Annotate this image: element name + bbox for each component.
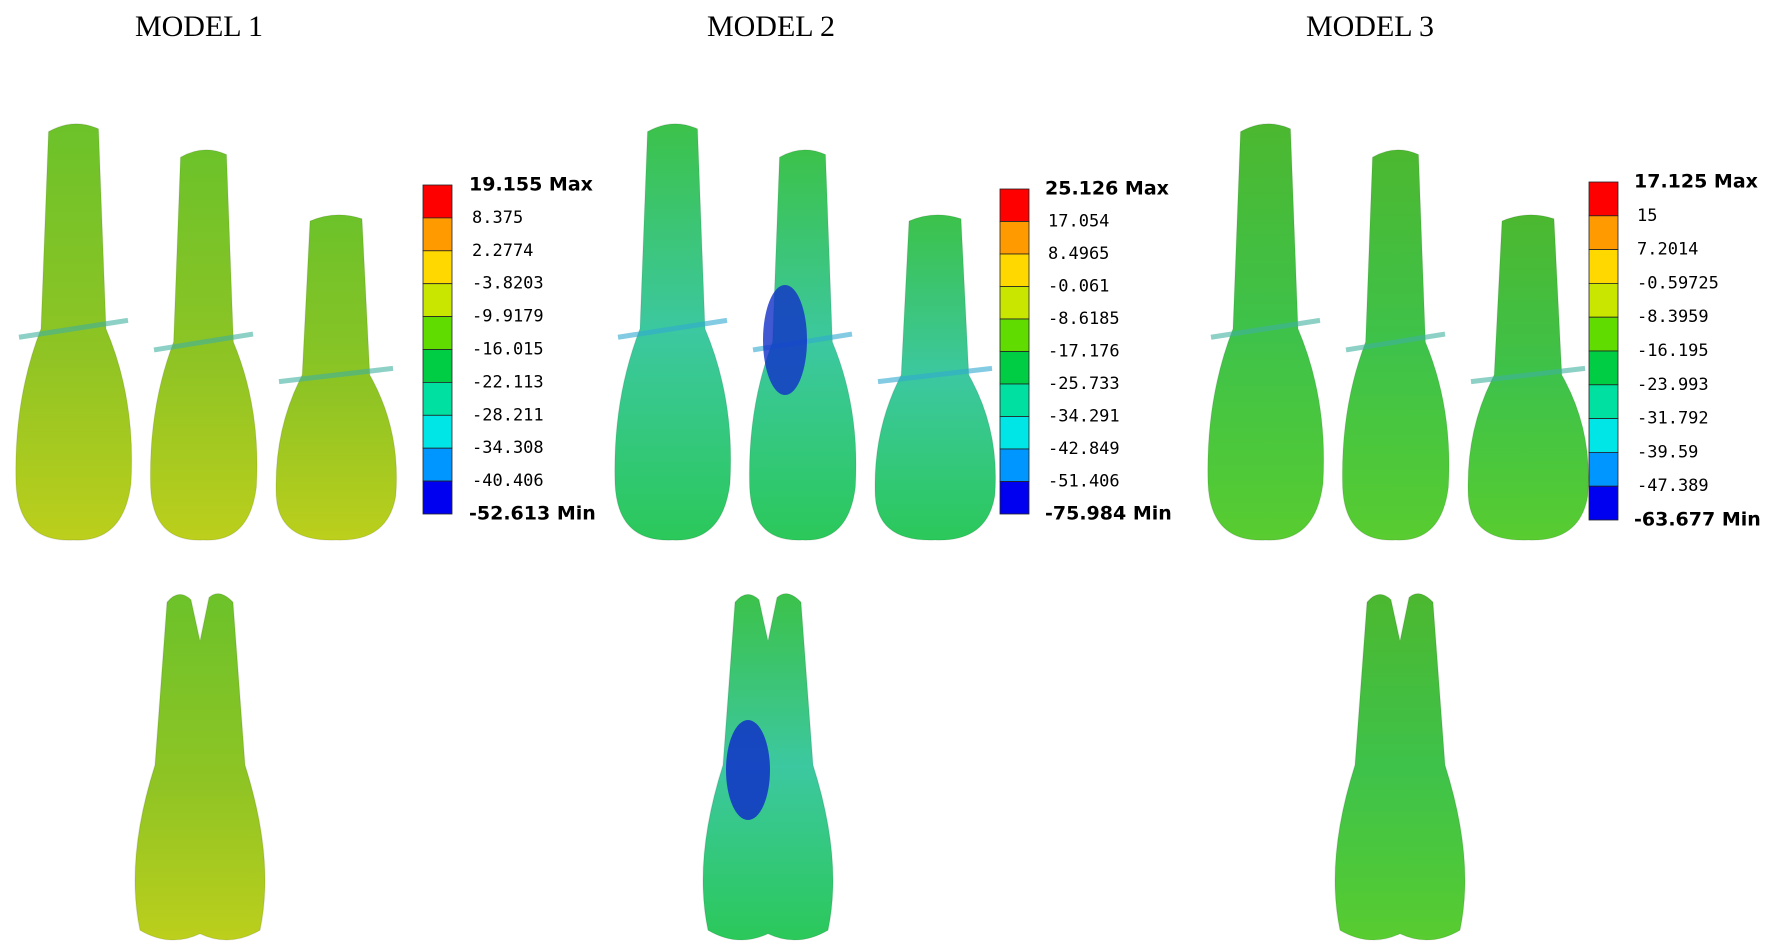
legend-label: -16.015: [472, 340, 544, 360]
tooth: [614, 123, 732, 541]
legend-label: -28.211: [472, 405, 544, 425]
legend-label: -9.9179: [472, 307, 544, 327]
legend-swatch: [422, 316, 453, 350]
legend-label: -17.176: [1048, 342, 1120, 362]
legend-swatch: [999, 253, 1030, 287]
lower-tooth: [134, 593, 266, 941]
legend-swatch: [1588, 249, 1619, 284]
legend-label: 8.4965: [1048, 244, 1109, 264]
tooth: [149, 149, 258, 541]
legend-label: -34.308: [472, 438, 544, 458]
legend-label: -31.792: [1637, 409, 1709, 429]
teeth-view: [614, 123, 997, 941]
teeth-view: [15, 123, 398, 941]
legend-label: 17.125 Max: [1634, 171, 1758, 193]
legend-label: 19.155 Max: [469, 174, 593, 196]
legend-swatch: [1588, 181, 1619, 217]
legend-label: -39.59: [1637, 442, 1698, 462]
legend-label: -16.195: [1637, 341, 1709, 361]
model-title: MODEL 3: [1306, 10, 1434, 43]
legend-swatch: [1588, 215, 1619, 251]
tooth-band: [153, 331, 254, 353]
legend-swatch: [1588, 485, 1619, 521]
legend-swatch: [999, 221, 1030, 255]
legend-label: -8.3959: [1637, 307, 1709, 327]
legend-swatch: [1588, 350, 1619, 386]
legend-label: -3.8203: [472, 274, 544, 294]
teeth-view: [1207, 123, 1590, 941]
legend-label: -0.59725: [1637, 273, 1719, 293]
legend-label: -25.733: [1048, 374, 1120, 394]
legend-swatch: [422, 447, 453, 482]
tooth-band: [1210, 317, 1321, 340]
legend-swatch: [422, 283, 453, 318]
legend-label: -51.406: [1048, 472, 1120, 492]
tooth-band: [1470, 365, 1586, 385]
tooth-band: [617, 317, 728, 340]
legend-swatch: [422, 414, 453, 449]
stress-patch: [763, 285, 807, 395]
legend-label: 25.126 Max: [1045, 178, 1169, 200]
legend-swatch: [999, 383, 1030, 417]
model-title: MODEL 1: [135, 10, 263, 43]
legend-label: -34.291: [1048, 407, 1120, 427]
legend-swatch: [422, 250, 453, 285]
legend-swatch: [999, 448, 1030, 482]
legend-label: -22.113: [472, 372, 544, 392]
legend-swatch: [422, 184, 453, 219]
legend-label: -52.613 Min: [469, 503, 596, 525]
model-title: MODEL 2: [707, 10, 835, 43]
tooth-band: [877, 365, 993, 385]
legend-swatch: [1588, 282, 1619, 318]
legend-label: -47.389: [1637, 476, 1709, 496]
legend-swatch: [999, 351, 1030, 385]
legend-label: -63.677 Min: [1634, 509, 1761, 531]
legend-label: -42.849: [1048, 439, 1120, 459]
legend-swatch: [422, 480, 453, 515]
lower-tooth: [1334, 593, 1466, 941]
legend-label: 15: [1637, 206, 1657, 226]
legend-swatch: [1588, 316, 1619, 352]
legend-swatch: [999, 188, 1030, 222]
legend-label: 8.375: [472, 208, 523, 228]
legend-label: -75.984 Min: [1045, 503, 1172, 525]
legend-label: -8.6185: [1048, 309, 1120, 329]
legend-swatch: [422, 217, 453, 252]
tooth: [15, 123, 133, 541]
legend-label: 2.2774: [472, 241, 533, 261]
legend-swatch: [999, 416, 1030, 450]
tooth-band: [1345, 331, 1446, 353]
legend-label: -0.061: [1048, 277, 1109, 297]
legend-swatch: [422, 349, 453, 383]
legend-label: -40.406: [472, 471, 544, 491]
legend-swatch: [999, 318, 1030, 352]
legend-label: -23.993: [1637, 375, 1709, 395]
legend-label: 17.054: [1048, 212, 1109, 232]
legend-swatch: [999, 286, 1030, 320]
legend-swatch: [1588, 451, 1619, 487]
stress-patch: [726, 720, 770, 820]
legend-swatch: [999, 481, 1030, 515]
tooth-band: [278, 365, 394, 385]
legend-swatch: [422, 381, 453, 416]
tooth-band: [18, 317, 129, 340]
legend-swatch: [1588, 384, 1619, 419]
legend-label: 7.2014: [1637, 240, 1698, 260]
legend-swatch: [1588, 418, 1619, 453]
tooth: [1341, 149, 1450, 541]
tooth: [1207, 123, 1325, 541]
